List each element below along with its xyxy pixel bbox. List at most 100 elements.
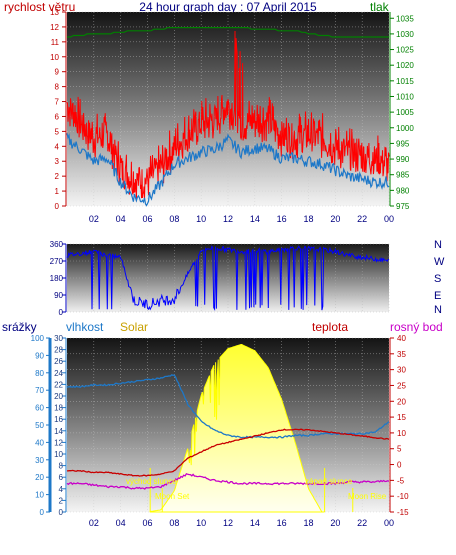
wind-tick-label: 10 <box>50 53 59 62</box>
humidity-tick-label: 16 <box>54 415 63 424</box>
x-tick-label: 18 <box>303 518 313 528</box>
wind-tick-label: 3 <box>55 157 60 166</box>
x-tick-label: 20 <box>330 518 340 528</box>
x-tick-label: 10 <box>196 518 206 528</box>
x-tick-label: 14 <box>250 518 260 528</box>
x-tick-label: 00 <box>384 518 394 528</box>
x-tick-label: 08 <box>169 214 179 224</box>
sunrise-annotation: východ slunce <box>126 477 177 486</box>
rain-tick-label: 60 <box>35 404 44 413</box>
direction-tick-label: 270 <box>50 257 64 266</box>
dew-point-series <box>66 473 390 490</box>
humidity-tick-label: 6 <box>59 473 64 482</box>
wind-tick-label: 5 <box>55 127 60 136</box>
dew-point-label: rosný bod <box>390 320 443 334</box>
x-tick-label: 16 <box>277 214 287 224</box>
temperature-series <box>66 428 390 477</box>
humidity-tick-label: 4 <box>59 485 64 494</box>
wind-tick-label: 4 <box>55 142 60 151</box>
wind-speed-label: rychlost větru <box>4 0 76 14</box>
x-tick-label: 06 <box>142 214 152 224</box>
direction-tick-label: 360 <box>50 240 64 249</box>
pressure-tick-label: 1020 <box>396 61 414 70</box>
pressure-tick-label: 990 <box>396 155 410 164</box>
x-tick-label: 00 <box>384 214 394 224</box>
x-tick-label: 04 <box>116 214 126 224</box>
wind-direction-series <box>66 245 390 312</box>
pressure-tick-label: 995 <box>396 139 410 148</box>
pressure-tick-label: 1010 <box>396 92 414 101</box>
humidity-label: vlhkost <box>66 320 104 334</box>
moonset-annotation: Moon Set <box>155 492 190 501</box>
wind-speed-series <box>66 30 390 202</box>
rain-tick-label: 100 <box>31 334 45 343</box>
x-tick-label: 14 <box>250 214 260 224</box>
temp-tick-label: 35 <box>397 350 406 359</box>
wind-tick-label: 12 <box>50 23 59 32</box>
wind-tick-label: 13 <box>50 8 59 17</box>
rain-tick-label: 30 <box>35 456 44 465</box>
x-tick-label: 10 <box>196 214 206 224</box>
direction-tick-label: 0 <box>59 308 64 317</box>
direction-tick-label: 180 <box>50 274 64 283</box>
pressure-tick-label: 1035 <box>396 14 414 23</box>
humidity-series <box>66 374 390 439</box>
pressure-tick-label: 1000 <box>396 124 414 133</box>
humidity-tick-label: 0 <box>59 508 64 517</box>
moonrise-annotation: Moon Rise <box>348 492 387 501</box>
compass-label: E <box>434 290 441 302</box>
humidity-tick-label: 2 <box>59 496 64 505</box>
temp-tick-label: -5 <box>397 476 405 485</box>
x-tick-label: 20 <box>330 214 340 224</box>
rain-tick-label: 90 <box>35 351 44 360</box>
rain-tick-label: 20 <box>35 473 44 482</box>
rain-tick-label: 80 <box>35 369 44 378</box>
wind-tick-label: 2 <box>55 172 60 181</box>
pressure-tick-label: 1025 <box>396 46 414 55</box>
compass-label: S <box>434 273 441 285</box>
temp-tick-label: 15 <box>397 413 406 422</box>
humidity-tick-label: 10 <box>54 450 63 459</box>
wind-tick-label: 8 <box>55 83 60 92</box>
solar-label: Solar <box>120 320 149 334</box>
x-tick-label: 02 <box>89 214 99 224</box>
temp-tick-label: 40 <box>397 334 406 343</box>
temp-tick-label: 0 <box>397 461 402 470</box>
temp-tick-label: 20 <box>397 397 406 406</box>
temp-tick-label: -15 <box>397 508 409 517</box>
pressure-tick-label: 975 <box>396 202 410 211</box>
rain-tick-label: 50 <box>35 421 44 430</box>
temp-tick-label: 30 <box>397 366 406 375</box>
pressure-label: tlak <box>370 0 389 14</box>
page-title: 24 hour graph day : 07 April 2015 <box>139 0 317 14</box>
compass-label: N <box>434 239 442 251</box>
humidity-tick-label: 26 <box>54 357 63 366</box>
rain-tick-label: 10 <box>35 491 44 500</box>
rain-tick-label: 40 <box>35 438 44 447</box>
pressure-tick-label: 1005 <box>396 108 414 117</box>
wind-tick-label: 11 <box>51 38 60 47</box>
pressure-tick-label: 985 <box>396 171 410 180</box>
x-tick-label: 18 <box>303 214 313 224</box>
wind-average-series <box>66 133 390 207</box>
pressure-series <box>67 27 389 38</box>
wind-tick-label: 0 <box>55 202 60 211</box>
humidity-tick-label: 22 <box>54 380 63 389</box>
compass-label: N <box>434 304 442 316</box>
temp-tick-label: -10 <box>397 492 409 501</box>
temp-tick-label: 5 <box>397 445 402 454</box>
x-tick-label: 22 <box>357 518 367 528</box>
humidity-tick-label: 18 <box>54 404 63 413</box>
humidity-tick-label: 14 <box>54 427 63 436</box>
compass-label: W <box>434 256 445 268</box>
humidity-tick-label: 20 <box>54 392 63 401</box>
x-tick-label: 08 <box>169 518 179 528</box>
wind-tick-label: 6 <box>55 112 60 121</box>
wind-tick-label: 1 <box>55 187 60 196</box>
humidity-tick-label: 24 <box>54 369 63 378</box>
x-tick-label: 16 <box>277 518 287 528</box>
x-tick-label: 06 <box>142 518 152 528</box>
pressure-tick-label: 1015 <box>396 77 414 86</box>
pressure-tick-label: 1030 <box>396 30 414 39</box>
solar-series <box>149 344 325 513</box>
